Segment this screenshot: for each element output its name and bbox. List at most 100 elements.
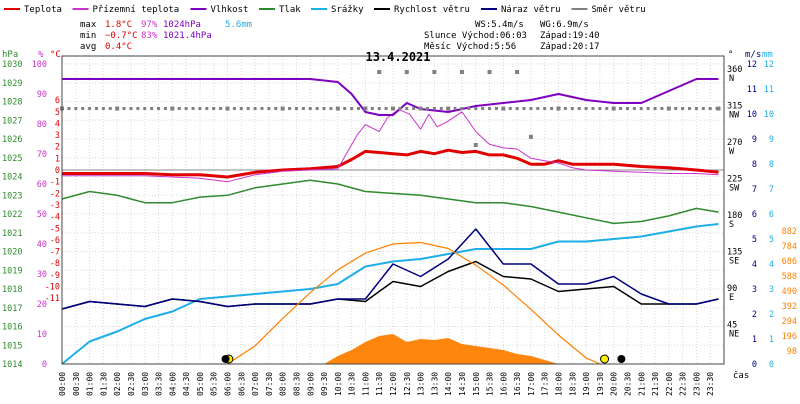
wind-dir-point	[150, 107, 154, 110]
axis-tick-pct: 60	[37, 180, 47, 190]
legend-label: Teplota	[24, 5, 62, 15]
axis-tick-wm2: 196	[782, 332, 797, 342]
wind-dir-point	[398, 107, 402, 110]
wind-info-a: Slunce Východ:06:03	[424, 31, 527, 41]
axis-tick-degc: -6	[50, 236, 60, 246]
axis-tick-x: 01:30	[99, 372, 108, 396]
wind-dir-point	[177, 107, 181, 110]
axis-tick-x: 10:30	[348, 372, 357, 396]
axis-tick-degc: 0	[55, 166, 60, 176]
wind-dir-point	[605, 107, 609, 110]
stats-row-label: avg	[80, 42, 96, 52]
axis-tick-ms: 5	[752, 235, 757, 245]
wind-info-a: Měsíc Východ:5:56	[424, 42, 516, 52]
wind-dir-point	[101, 107, 105, 110]
wind-dir-point	[232, 107, 236, 110]
series-vlhkost	[62, 78, 719, 116]
wind-dir-point	[515, 107, 519, 110]
axis-unit-degc: °C	[50, 50, 61, 60]
axis-tick-pct: 50	[37, 210, 47, 220]
wind-dir-point	[639, 107, 643, 110]
wind-dir-point	[591, 107, 595, 110]
axis-tick-hpa: 1019	[2, 266, 22, 276]
wind-dir-point	[294, 107, 298, 110]
axis-tick-degc: 3	[55, 131, 60, 141]
axis-tick-ms: 4	[752, 260, 757, 270]
series-tlak	[61, 179, 719, 225]
axis-tick-x: 04:30	[182, 372, 191, 396]
axis-tick-deg: 135	[727, 248, 742, 258]
wind-dir-point	[122, 107, 126, 110]
wind-dir-point	[253, 107, 257, 110]
axis-tick-degc: -10	[45, 283, 60, 293]
axis-tick-dir: N	[729, 74, 734, 84]
wind-dir-point	[653, 107, 657, 110]
axis-tick-hpa: 1026	[2, 135, 22, 145]
axis-tick-deg: 225	[727, 175, 742, 185]
axis-tick-mm: 0	[769, 360, 774, 370]
axis-tick-hpa: 1017	[2, 304, 22, 314]
axis-tick-x: 03:30	[155, 372, 164, 396]
axis-tick-ms: 8	[752, 160, 757, 170]
axis-tick-x: 22:00	[665, 372, 674, 396]
axis-tick-mm: 7	[769, 185, 774, 195]
wind-dir-point	[281, 107, 285, 110]
legend-label: Tlak	[279, 5, 301, 15]
axis-tick-mm: 10	[764, 110, 774, 120]
wind-dir-point	[681, 107, 685, 110]
axis-tick-mm: 8	[769, 160, 774, 170]
wind-dir-point	[205, 107, 209, 110]
axis-tick-degc: 1	[55, 154, 60, 164]
wind-dir-point	[557, 107, 560, 110]
axis-tick-ms: 12	[747, 60, 757, 70]
wind-dir-point	[329, 107, 333, 110]
axis-tick-deg: 360	[727, 65, 742, 75]
wind-dir-point	[88, 107, 92, 110]
wind-dir-point	[529, 107, 533, 110]
axis-tick-degc: -9	[50, 271, 60, 281]
axis-tick-x: 18:30	[568, 372, 577, 396]
axis-tick-x: 06:00	[224, 372, 233, 396]
axis-tick-degc: 5	[55, 108, 60, 118]
axis-tick-pct: 90	[37, 90, 47, 100]
series-naraz-vetru	[61, 228, 719, 310]
axis-tick-x: 00:00	[58, 372, 67, 396]
axis-tick-degc: -11	[45, 294, 60, 304]
axis-tick-hpa: 1029	[2, 79, 22, 89]
axis-tick-dir: NE	[729, 330, 739, 340]
axis-tick-wm2: 882	[782, 227, 797, 237]
plot-frame	[61, 55, 725, 365]
wind-dir-point	[108, 107, 112, 110]
axis-tick-wm2: 784	[782, 242, 797, 252]
axis-tick-deg: 45	[727, 321, 737, 331]
wind-dir-point	[94, 107, 98, 110]
axis-tick-pct: 0	[42, 360, 47, 370]
axis-tick-x: 17:30	[541, 372, 550, 396]
wind-dir-point	[646, 107, 650, 110]
axis-tick-pct: 20	[37, 300, 47, 310]
wind-dir-point	[708, 107, 712, 110]
axis-tick-x: 05:30	[210, 372, 219, 396]
wind-dir-point	[570, 107, 574, 110]
wind-dir-point	[260, 107, 264, 110]
wind-dir-point	[274, 107, 278, 110]
axis-tick-x: 08:30	[292, 372, 301, 396]
axis-tick-hpa: 1014	[2, 360, 22, 370]
wind-dir-point	[412, 107, 416, 110]
axis-tick-mm: 1	[769, 335, 774, 345]
axis-tick-hpa: 1027	[2, 116, 22, 126]
wind-dir-point	[694, 107, 698, 110]
legend-label: Vlhkost	[211, 5, 249, 15]
axis-tick-hpa: 1024	[2, 173, 22, 183]
wind-dir-point	[432, 107, 436, 110]
wind-dir-point	[363, 107, 367, 110]
wind-dir-point	[67, 107, 71, 110]
wind-dir-point	[619, 107, 623, 110]
axis-tick-x: 20:30	[623, 372, 632, 396]
axis-tick-x: 15:30	[486, 372, 495, 396]
axis-tick-wm2: 686	[782, 257, 797, 267]
axis-tick-x: 11:30	[375, 372, 384, 396]
axis-tick-degc: -1	[50, 178, 60, 188]
axis-unit-mm: mm	[762, 50, 773, 60]
